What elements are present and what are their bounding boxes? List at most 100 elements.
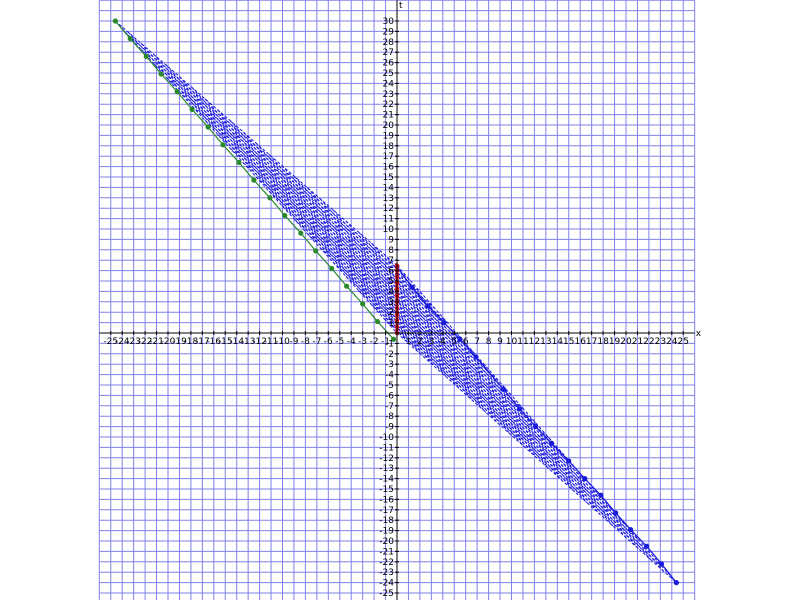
data-point bbox=[282, 212, 288, 219]
y-tick-label: 6 bbox=[388, 267, 394, 277]
y-tick-label: 20 bbox=[383, 121, 395, 131]
y-tick-label: 21 bbox=[383, 111, 394, 121]
y-tick-label: 14 bbox=[383, 183, 395, 193]
y-tick-label: 22 bbox=[383, 100, 394, 110]
y-tick-label: -20 bbox=[379, 537, 394, 547]
hatch-line bbox=[140, 42, 423, 357]
x-tick-label: 22 bbox=[643, 337, 654, 347]
y-tick-label: -23 bbox=[379, 568, 394, 578]
x-tick-label: 15 bbox=[563, 337, 574, 347]
hatch-line bbox=[268, 153, 550, 470]
x-tick-label: 11 bbox=[517, 337, 528, 347]
y-tick-label: -19 bbox=[379, 527, 394, 537]
y-tick-label: -15 bbox=[379, 485, 394, 495]
y-tick-label: -11 bbox=[379, 443, 394, 453]
data-point bbox=[143, 53, 149, 59]
x-tick-label: 6 bbox=[463, 337, 469, 347]
x-tick-label: 8 bbox=[486, 337, 492, 347]
data-point bbox=[267, 195, 273, 201]
x-tick-label: 10 bbox=[506, 337, 518, 347]
axes bbox=[99, 0, 695, 600]
y-tick-label: 27 bbox=[383, 48, 394, 58]
x-tick-label: -4 bbox=[347, 337, 356, 347]
y-tick-label: 4 bbox=[388, 287, 394, 297]
x-tick-label: -22 bbox=[138, 337, 153, 347]
x-tick-label: -2 bbox=[370, 337, 379, 347]
x-tick-label: 3 bbox=[428, 337, 434, 347]
y-tick-label: -17 bbox=[379, 506, 394, 516]
data-point bbox=[220, 142, 226, 148]
x-tick-label: -11 bbox=[264, 337, 279, 347]
y-tick-label: -16 bbox=[379, 495, 394, 505]
x-tick-label: 25 bbox=[678, 337, 689, 347]
x-tick-label: -5 bbox=[335, 337, 344, 347]
y-tick-label: 19 bbox=[383, 131, 395, 141]
hatch-line bbox=[383, 318, 665, 569]
data-point bbox=[158, 71, 164, 77]
data-point bbox=[112, 18, 118, 24]
x-tick-label: 23 bbox=[655, 337, 666, 347]
hatch-line bbox=[178, 76, 461, 391]
x-tick-label: -21 bbox=[149, 337, 164, 347]
x-tick-label: -15 bbox=[218, 337, 233, 347]
hatch-line bbox=[127, 34, 411, 281]
x-tick-label: -8 bbox=[301, 337, 310, 347]
hatch-line bbox=[319, 247, 601, 497]
hatch-line bbox=[268, 190, 550, 439]
hatch-line bbox=[140, 48, 423, 295]
data-point bbox=[205, 124, 211, 130]
hatch-line bbox=[243, 162, 525, 410]
x-tick-label: -1 bbox=[381, 337, 390, 347]
y-tick-label: 23 bbox=[383, 90, 394, 100]
x-tick-label: 19 bbox=[609, 337, 621, 347]
x-tick-label: 24 bbox=[666, 337, 678, 347]
x-tick-labels: -25-24-23-22-21-20-19-18-17-16-15-14-13-… bbox=[103, 337, 689, 347]
data-point bbox=[425, 303, 431, 309]
data-point bbox=[298, 230, 304, 236]
x-tick-label: 18 bbox=[597, 337, 609, 347]
hatch-line bbox=[191, 105, 474, 353]
data-point bbox=[566, 458, 572, 464]
y-tick-label: -18 bbox=[379, 516, 394, 526]
y-tick-label: -4 bbox=[385, 371, 394, 381]
data-point bbox=[673, 580, 679, 586]
hatch-line bbox=[371, 304, 652, 555]
x-tick-label: -24 bbox=[115, 337, 130, 347]
y-tick-label: 29 bbox=[383, 27, 395, 37]
y-tick-label: 5 bbox=[388, 277, 394, 287]
x-tick-label: -20 bbox=[161, 337, 176, 347]
data-point bbox=[344, 283, 350, 289]
y-tick-label: 24 bbox=[383, 79, 395, 89]
y-tick-label: 12 bbox=[383, 204, 394, 214]
y-tick-label: -10 bbox=[379, 433, 394, 443]
data-point bbox=[236, 159, 242, 166]
y-axis-label: t bbox=[399, 1, 403, 11]
y-tick-label: -2 bbox=[385, 350, 394, 360]
hatch-line bbox=[230, 148, 512, 396]
y-tick-label: -14 bbox=[379, 475, 394, 485]
data-point bbox=[374, 318, 381, 325]
x-tick-label: 17 bbox=[586, 337, 597, 347]
y-tick-labels: -25-24-23-22-21-20-19-18-17-16-15-14-13-… bbox=[379, 17, 394, 599]
y-tick-label: -12 bbox=[379, 454, 394, 464]
data-point bbox=[189, 106, 195, 112]
x-tick-label: -9 bbox=[289, 337, 298, 347]
y-tick-label: 7 bbox=[388, 256, 394, 266]
data-point bbox=[627, 526, 634, 533]
x-tick-label: 7 bbox=[474, 337, 480, 347]
data-point bbox=[644, 543, 650, 549]
y-tick-label: -25 bbox=[379, 589, 394, 599]
data-point bbox=[390, 336, 397, 342]
hatch-line bbox=[115, 20, 398, 266]
hatch-line bbox=[242, 131, 525, 447]
y-tick-label: 2 bbox=[388, 308, 394, 318]
x-tick-label: -19 bbox=[172, 337, 187, 347]
data-point bbox=[613, 510, 619, 516]
x-tick-label: -17 bbox=[195, 337, 210, 347]
data-point bbox=[313, 248, 319, 254]
data-point bbox=[251, 177, 257, 183]
data-point bbox=[582, 476, 588, 482]
data-point bbox=[473, 354, 479, 360]
hatch-line bbox=[153, 63, 436, 310]
